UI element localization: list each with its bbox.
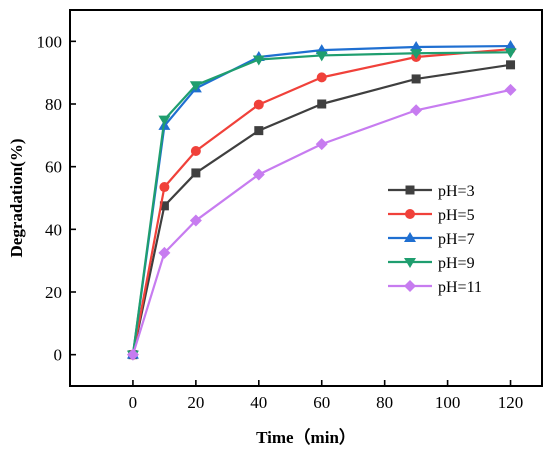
data-point [410, 40, 423, 51]
y-tick-label: 40 [45, 220, 62, 239]
y-tick-label: 80 [45, 95, 62, 114]
data-point [315, 51, 328, 62]
legend-marker [405, 209, 415, 219]
legend-marker [404, 232, 416, 242]
data-point [504, 83, 517, 96]
data-point [189, 214, 202, 227]
data-point [317, 99, 327, 109]
legend-item: pH=7 [388, 231, 475, 248]
data-point [504, 48, 517, 59]
legend-label: pH=11 [438, 279, 482, 296]
series-4 [126, 48, 517, 361]
legend-marker [405, 185, 415, 195]
legend-label: pH=3 [438, 183, 475, 200]
data-point [506, 60, 516, 70]
plot-border [69, 9, 543, 387]
series-line [131, 51, 511, 355]
legend: pH=3 pH=5 pH=7 pH=9 pH=11 [388, 183, 482, 296]
legend-item: pH=3 [388, 183, 475, 200]
data-point [189, 81, 202, 92]
y-tick-label: 100 [37, 32, 63, 51]
data-point [191, 168, 201, 178]
data-point [410, 104, 423, 117]
x-tick-label: 60 [313, 393, 330, 412]
data-point [252, 168, 265, 181]
plot-frame [69, 9, 543, 387]
series-5 [126, 83, 517, 361]
data-point [190, 146, 201, 156]
data-point [316, 72, 327, 83]
legend-label: pH=7 [438, 231, 475, 248]
data-point [158, 115, 171, 126]
y-axis-ticks: 0 20 40 60 80 100 [37, 32, 76, 365]
x-tick-label: 100 [435, 393, 461, 412]
data-point [411, 74, 421, 84]
y-tick-label: 0 [54, 346, 63, 365]
x-axis-ticks: 0 20 40 60 80 100 120 [129, 380, 524, 412]
series-layer [126, 40, 517, 361]
legend-marker [404, 258, 416, 268]
x-tick-label: 0 [129, 393, 138, 412]
data-point [410, 49, 423, 60]
y-tick-label: 20 [45, 283, 62, 302]
x-tick-label: 120 [498, 393, 524, 412]
legend-item: pH=11 [388, 279, 482, 296]
legend-label: pH=9 [438, 255, 475, 272]
x-tick-label: 20 [187, 393, 204, 412]
x-tick-label: 80 [376, 393, 393, 412]
data-point [126, 348, 139, 361]
legend-marker [404, 280, 416, 292]
data-point [504, 40, 517, 51]
x-tick-label: 40 [250, 393, 267, 412]
data-point [159, 182, 170, 193]
data-point [315, 138, 328, 151]
data-point [158, 246, 171, 259]
y-axis-title: Degradation(%) [7, 139, 26, 258]
legend-item: pH=5 [388, 207, 475, 224]
series-2 [127, 44, 516, 360]
data-point [159, 201, 169, 211]
legend-label: pH=5 [438, 207, 475, 224]
data-point [252, 55, 265, 66]
legend-item: pH=9 [388, 255, 475, 272]
y-tick-label: 60 [45, 158, 62, 177]
x-axis-title: Time（min） [256, 427, 356, 447]
data-point [253, 99, 264, 110]
data-point [254, 126, 264, 136]
